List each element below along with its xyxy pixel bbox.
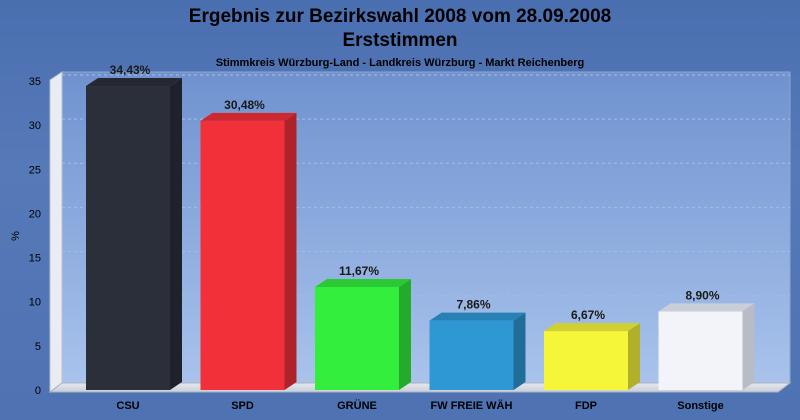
- bar-top: [86, 78, 182, 87]
- x-tick-label: Sonstige: [677, 400, 723, 412]
- bar-side: [284, 112, 297, 390]
- bar-top: [429, 312, 526, 321]
- bar-top: [658, 303, 755, 312]
- bar-group: [544, 323, 640, 390]
- data-label: 30,48%: [224, 98, 265, 112]
- bar: [544, 331, 628, 390]
- bar-group: [315, 278, 411, 390]
- x-tick-label: GRÜNE: [337, 399, 377, 412]
- bar-group: [200, 112, 297, 390]
- data-label: 6,67%: [571, 308, 605, 322]
- y-axis-label: %: [10, 231, 22, 241]
- data-label: 34,43%: [110, 63, 151, 77]
- y-axis-ticks: 0 5 10 15 20 25 30 35: [29, 76, 41, 397]
- data-label: 8,90%: [685, 288, 719, 302]
- chart-title: Ergebnis zur Bezirkswahl 2008 vom 28.09.…: [189, 6, 611, 27]
- y-tick-label: 5: [35, 341, 41, 353]
- x-tick-label: SPD: [231, 400, 254, 412]
- bar-side: [513, 312, 526, 390]
- x-tick-label: FW FREIE WÄH: [431, 399, 513, 412]
- y-tick-label: 25: [29, 164, 41, 176]
- x-tick-label: CSU: [116, 400, 139, 412]
- bar-group: [86, 78, 182, 390]
- bar-side: [742, 303, 755, 390]
- bar: [429, 320, 514, 390]
- data-label: 11,67%: [339, 264, 379, 278]
- bar-side: [399, 278, 411, 390]
- bar-top: [200, 112, 297, 121]
- bar: [315, 286, 399, 390]
- y-tick-label: 20: [29, 208, 41, 220]
- y-tick-label: 30: [29, 120, 41, 132]
- data-label: 7,86%: [456, 298, 490, 312]
- y-tick-label: 10: [29, 297, 41, 309]
- bar-group: [658, 303, 755, 390]
- chart-caption: Stimmkreis Würzburg-Land - Landkreis Wür…: [216, 57, 585, 69]
- bar-top: [315, 278, 411, 287]
- bar-side: [628, 323, 640, 390]
- bar-top: [544, 323, 640, 332]
- bar: [200, 120, 285, 390]
- bar: [86, 86, 170, 390]
- x-axis-ticks: CSU SPD GRÜNE FW FREIE WÄH FDP Sonstige: [116, 399, 723, 412]
- bar-group: [429, 312, 526, 390]
- bars: 34,43% 30,48% 11,67% 7,86% 6,67% 8,90%: [86, 63, 755, 390]
- plot-side-wall: [49, 71, 63, 393]
- x-tick-label: FDP: [575, 400, 597, 412]
- bar: [658, 311, 743, 390]
- y-tick-label: 0: [35, 385, 41, 397]
- y-tick-label: 35: [29, 76, 41, 88]
- y-tick-label: 15: [29, 253, 41, 265]
- bar-side: [170, 78, 182, 390]
- chart-subtitle: Erststimmen: [342, 30, 457, 51]
